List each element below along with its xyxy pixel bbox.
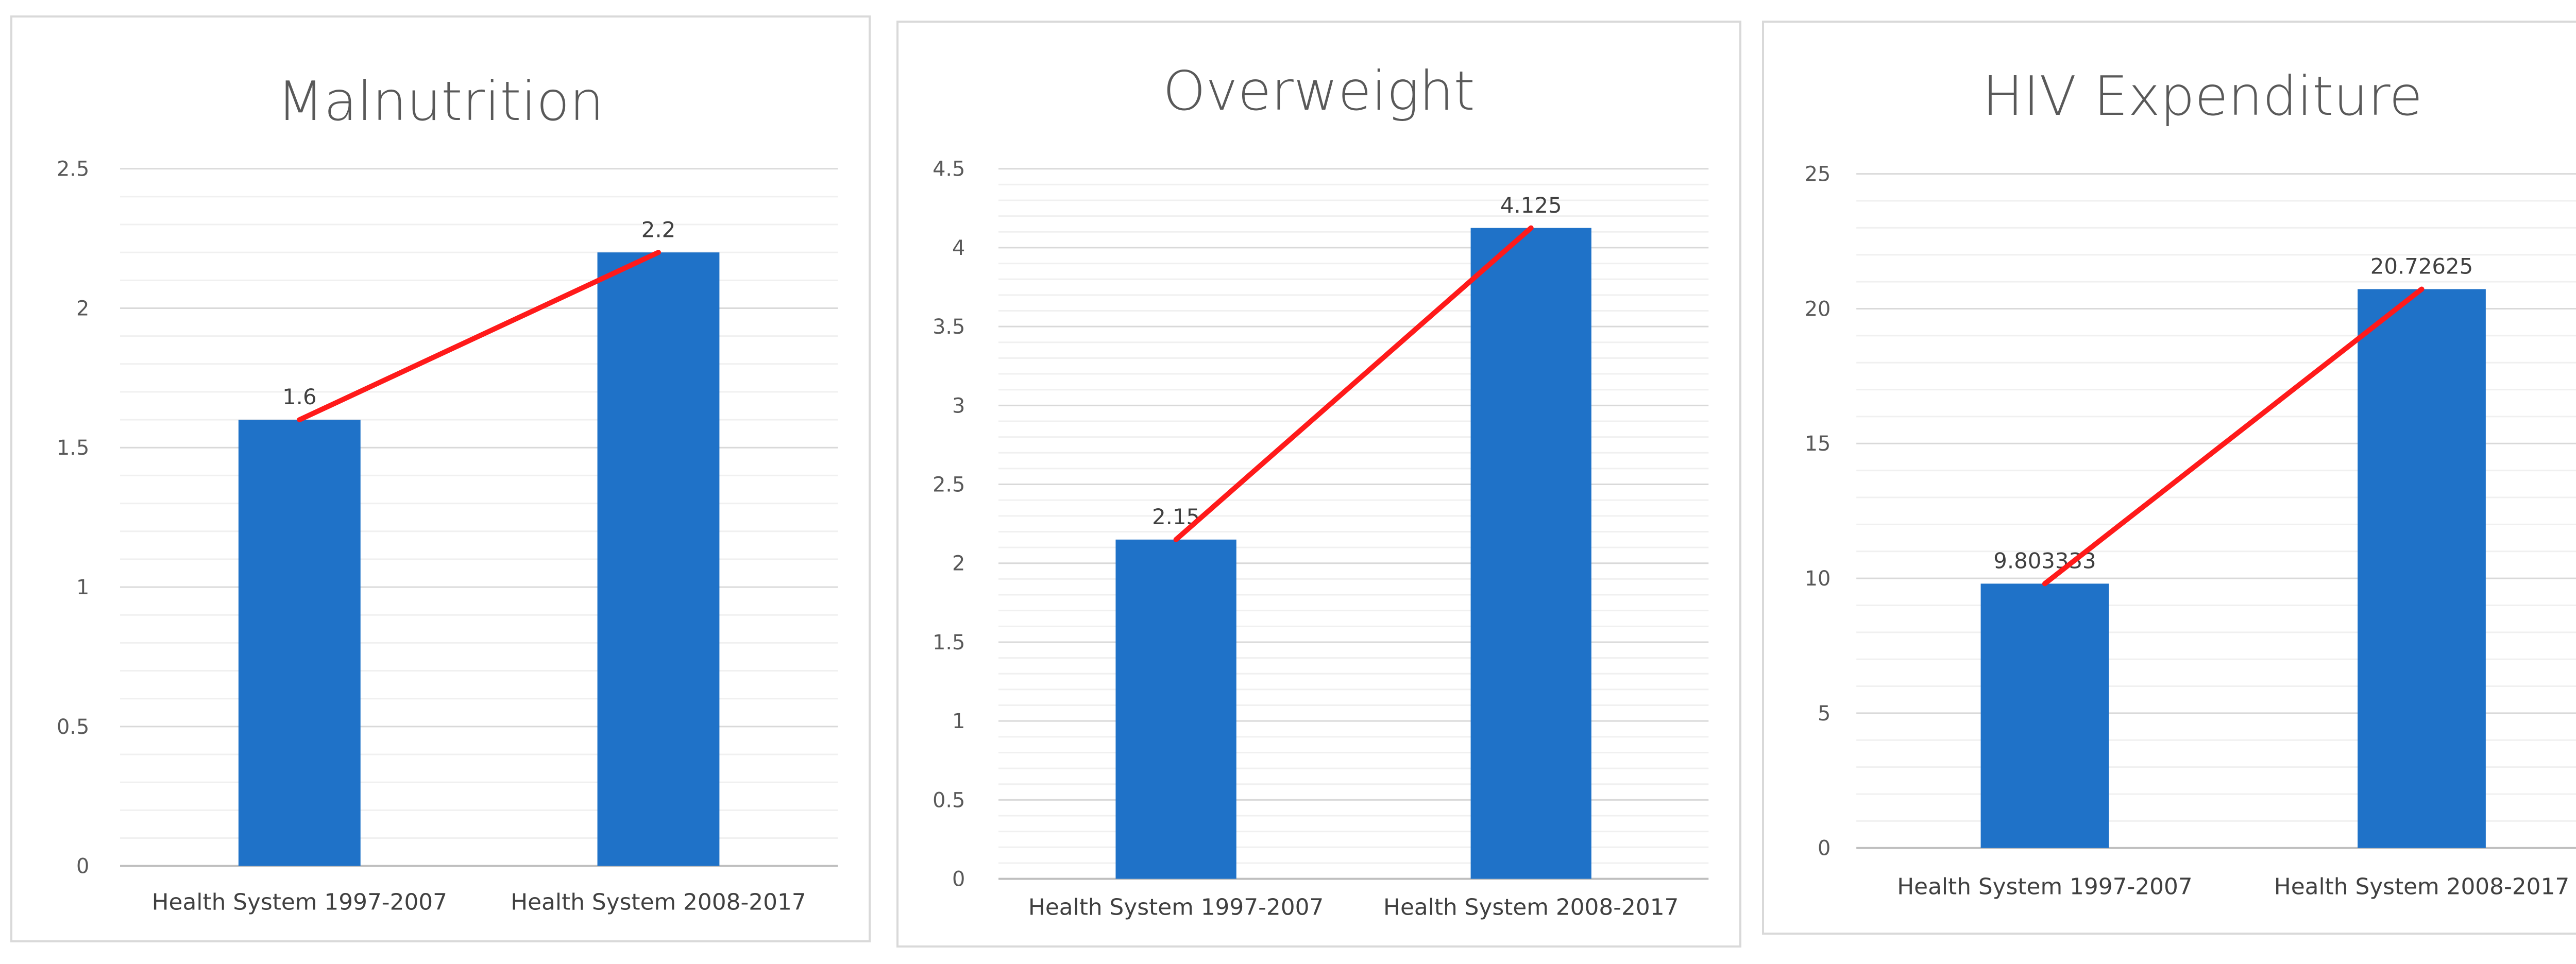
- category-label: Health System 2008-2017: [511, 889, 806, 915]
- chart-title: Malnutrition: [277, 70, 604, 133]
- y-tick-label: 2: [76, 297, 89, 320]
- y-tick-label: 0: [76, 855, 89, 879]
- trend-line-group: [297, 250, 661, 423]
- y-tick-label: 3: [952, 394, 965, 418]
- bar: [1980, 583, 2109, 848]
- y-tick-label: 0.5: [933, 788, 965, 812]
- data-labels: 9.803333 20.72625: [1993, 254, 2473, 574]
- bar: [1115, 539, 1236, 879]
- bar: [2358, 289, 2486, 848]
- y-tick-label: 5: [1818, 702, 1831, 726]
- hiv-expenditure-chart: HIV Expenditure 0 5 10 15 20 25 9.803333 20.7262…: [1805, 64, 2576, 900]
- data-label: 4.125: [1500, 193, 1562, 218]
- y-tick-label: 0: [1818, 837, 1831, 860]
- gridlines: [998, 168, 1709, 880]
- trend-line: [2042, 286, 2425, 587]
- bars: [1980, 289, 2486, 848]
- overweight-chart: Overweight 0 0.5 1 1.5 2 2.5 3 3.5 4 4.5 2.154.125 H…: [933, 59, 1709, 920]
- y-tick-label: 2.5: [933, 473, 965, 496]
- x-axis-categories: Health System 1997-2007 Health System 200…: [1028, 894, 1679, 920]
- y-axis-ticks: 0 5 10 15 20 25: [1805, 163, 1831, 860]
- y-tick-label: 0.5: [57, 715, 89, 739]
- category-label: Health System 1997-2007: [1028, 894, 1324, 920]
- y-tick-label: 4: [952, 236, 965, 260]
- data-label: 2.2: [641, 217, 675, 242]
- malnutrition-chart: Malnutrition 0 0.5 1 1.5 2 2.5 1.6 2.2 Health Sys…: [57, 70, 838, 915]
- gridlines: [120, 168, 838, 867]
- data-labels: 1.6 2.2: [282, 217, 675, 409]
- overweight-chart-panel: Overweight 0 0.5 1 1.5 2 2.5 3 3.5 4 4.5 2.15 4.125 H…: [896, 21, 1741, 948]
- category-label: Health System 2008-2017: [2274, 873, 2569, 900]
- y-axis-ticks: 0 0.5 1 1.5 2 2.5: [57, 158, 89, 879]
- x-axis-categories: Health System 1997-2007 Health System 200…: [1897, 873, 2569, 900]
- bar: [597, 252, 720, 866]
- y-tick-label: 4.5: [933, 158, 965, 181]
- data-labels: 2.154.125: [1152, 193, 1562, 529]
- x-axis-categories: Health System 1997-2007 Health System 200…: [152, 889, 806, 915]
- y-tick-label: 1.5: [933, 631, 965, 655]
- y-tick-label: 2.5: [57, 158, 89, 181]
- malnutrition-chart-panel: Malnutrition 0 0.5 1 1.5 2 2.5 1.6 2.2 Health Sys…: [10, 15, 871, 942]
- bar: [238, 420, 361, 866]
- trend-line: [1173, 225, 1534, 542]
- y-tick-label: 1: [76, 576, 89, 599]
- y-tick-label: 1.5: [57, 436, 89, 460]
- trend-line-group: [1173, 225, 1534, 542]
- data-label: 1.6: [282, 384, 316, 409]
- category-label: Health System 1997-2007: [152, 889, 447, 915]
- trend-line: [297, 250, 661, 423]
- bars: [238, 252, 720, 866]
- y-tick-label: 20: [1805, 297, 1831, 321]
- chart-title: HIV Expenditure: [1982, 64, 2422, 128]
- y-tick-label: 0: [952, 868, 965, 891]
- y-tick-label: 15: [1805, 432, 1831, 456]
- y-axis-ticks: 0 0.5 1 1.5 2 2.5 3 3.5 4 4.5: [933, 158, 965, 891]
- y-tick-label: 1: [952, 710, 965, 733]
- trend-line-group: [2042, 286, 2425, 587]
- hiv-expenditure-chart-panel: HIV Expenditure 0 5 10 15 20 25 9.803333 20.7262…: [1762, 21, 2576, 935]
- bars: [1115, 228, 1591, 879]
- data-label: 9.803333: [1993, 548, 2096, 574]
- y-tick-label: 2: [952, 552, 965, 576]
- category-label: Health System 1997-2007: [1897, 873, 2192, 900]
- y-tick-label: 25: [1805, 163, 1831, 186]
- y-tick-label: 3.5: [933, 315, 965, 339]
- bar: [1470, 228, 1591, 879]
- data-label: 20.72625: [2370, 254, 2473, 279]
- chart-title: Overweight: [1163, 59, 1475, 123]
- category-label: Health System 2008-2017: [1383, 894, 1679, 920]
- y-tick-label: 10: [1805, 567, 1831, 591]
